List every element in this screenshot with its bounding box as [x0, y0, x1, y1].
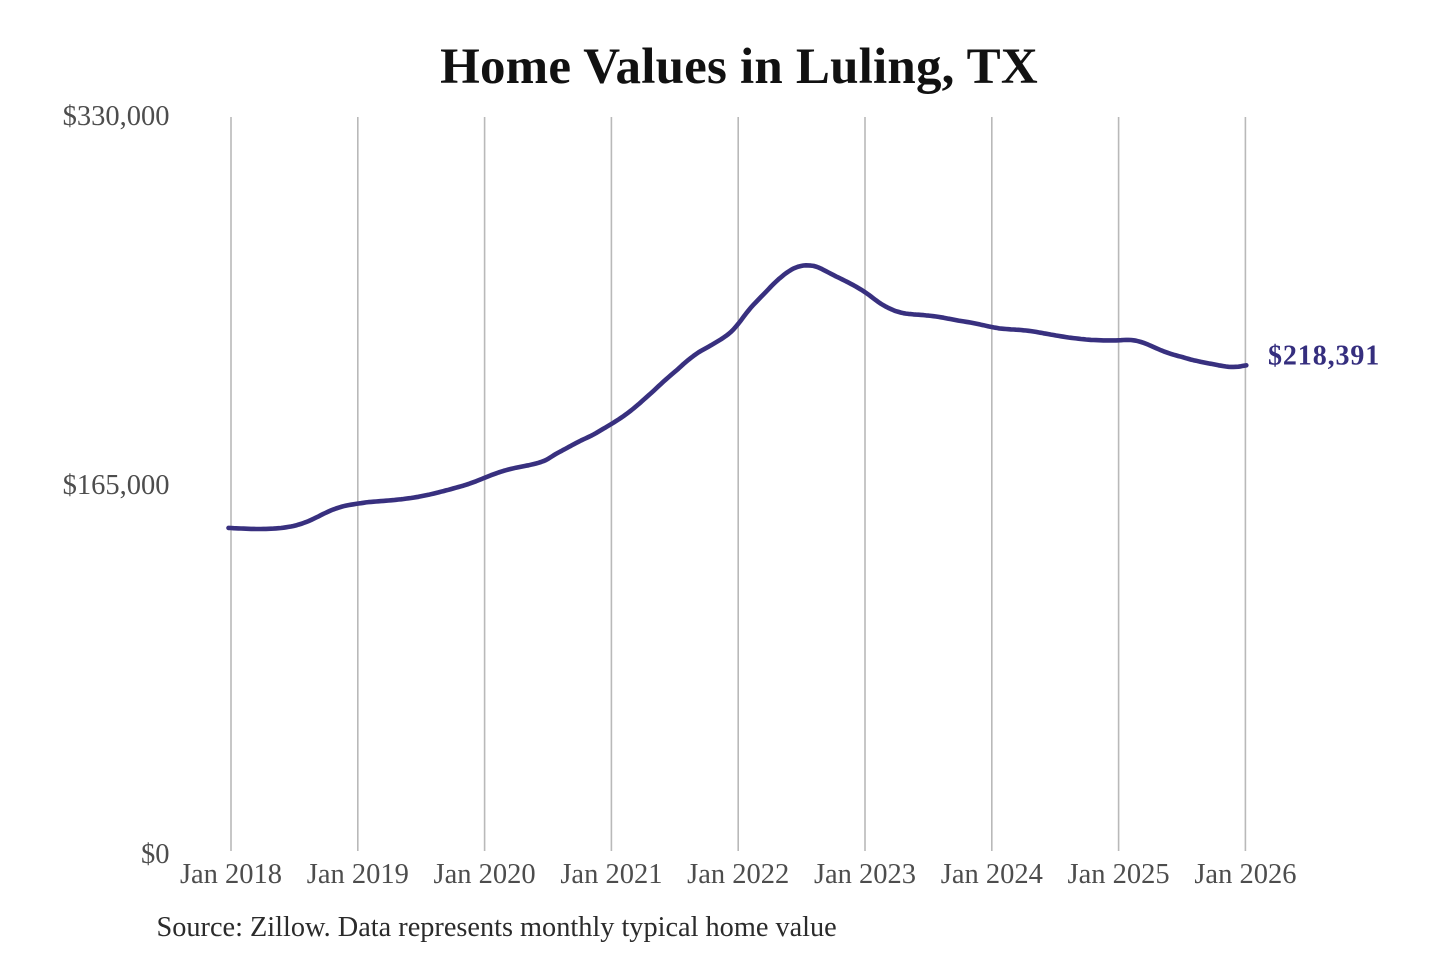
svg-text:$218,391: $218,391	[1268, 341, 1380, 372]
svg-text:Jan 2020: Jan 2020	[434, 859, 536, 890]
svg-text:Jan 2023: Jan 2023	[814, 859, 916, 890]
svg-text:Home Values in Luling, TX: Home Values in Luling, TX	[440, 39, 1038, 95]
svg-text:Jan 2024: Jan 2024	[941, 859, 1043, 890]
svg-text:Jan 2025: Jan 2025	[1068, 859, 1170, 890]
svg-text:$165,000: $165,000	[63, 470, 170, 501]
svg-text:Jan 2019: Jan 2019	[307, 859, 409, 890]
svg-text:$330,000: $330,000	[63, 101, 170, 132]
svg-text:Jan 2018: Jan 2018	[180, 859, 282, 890]
svg-text:Jan 2022: Jan 2022	[687, 859, 789, 890]
svg-text:Source: Zillow. Data represent: Source: Zillow. Data represents monthly …	[157, 912, 837, 943]
svg-text:Jan 2021: Jan 2021	[560, 859, 662, 890]
svg-text:$0: $0	[141, 839, 170, 870]
svg-text:Jan 2026: Jan 2026	[1194, 859, 1296, 890]
